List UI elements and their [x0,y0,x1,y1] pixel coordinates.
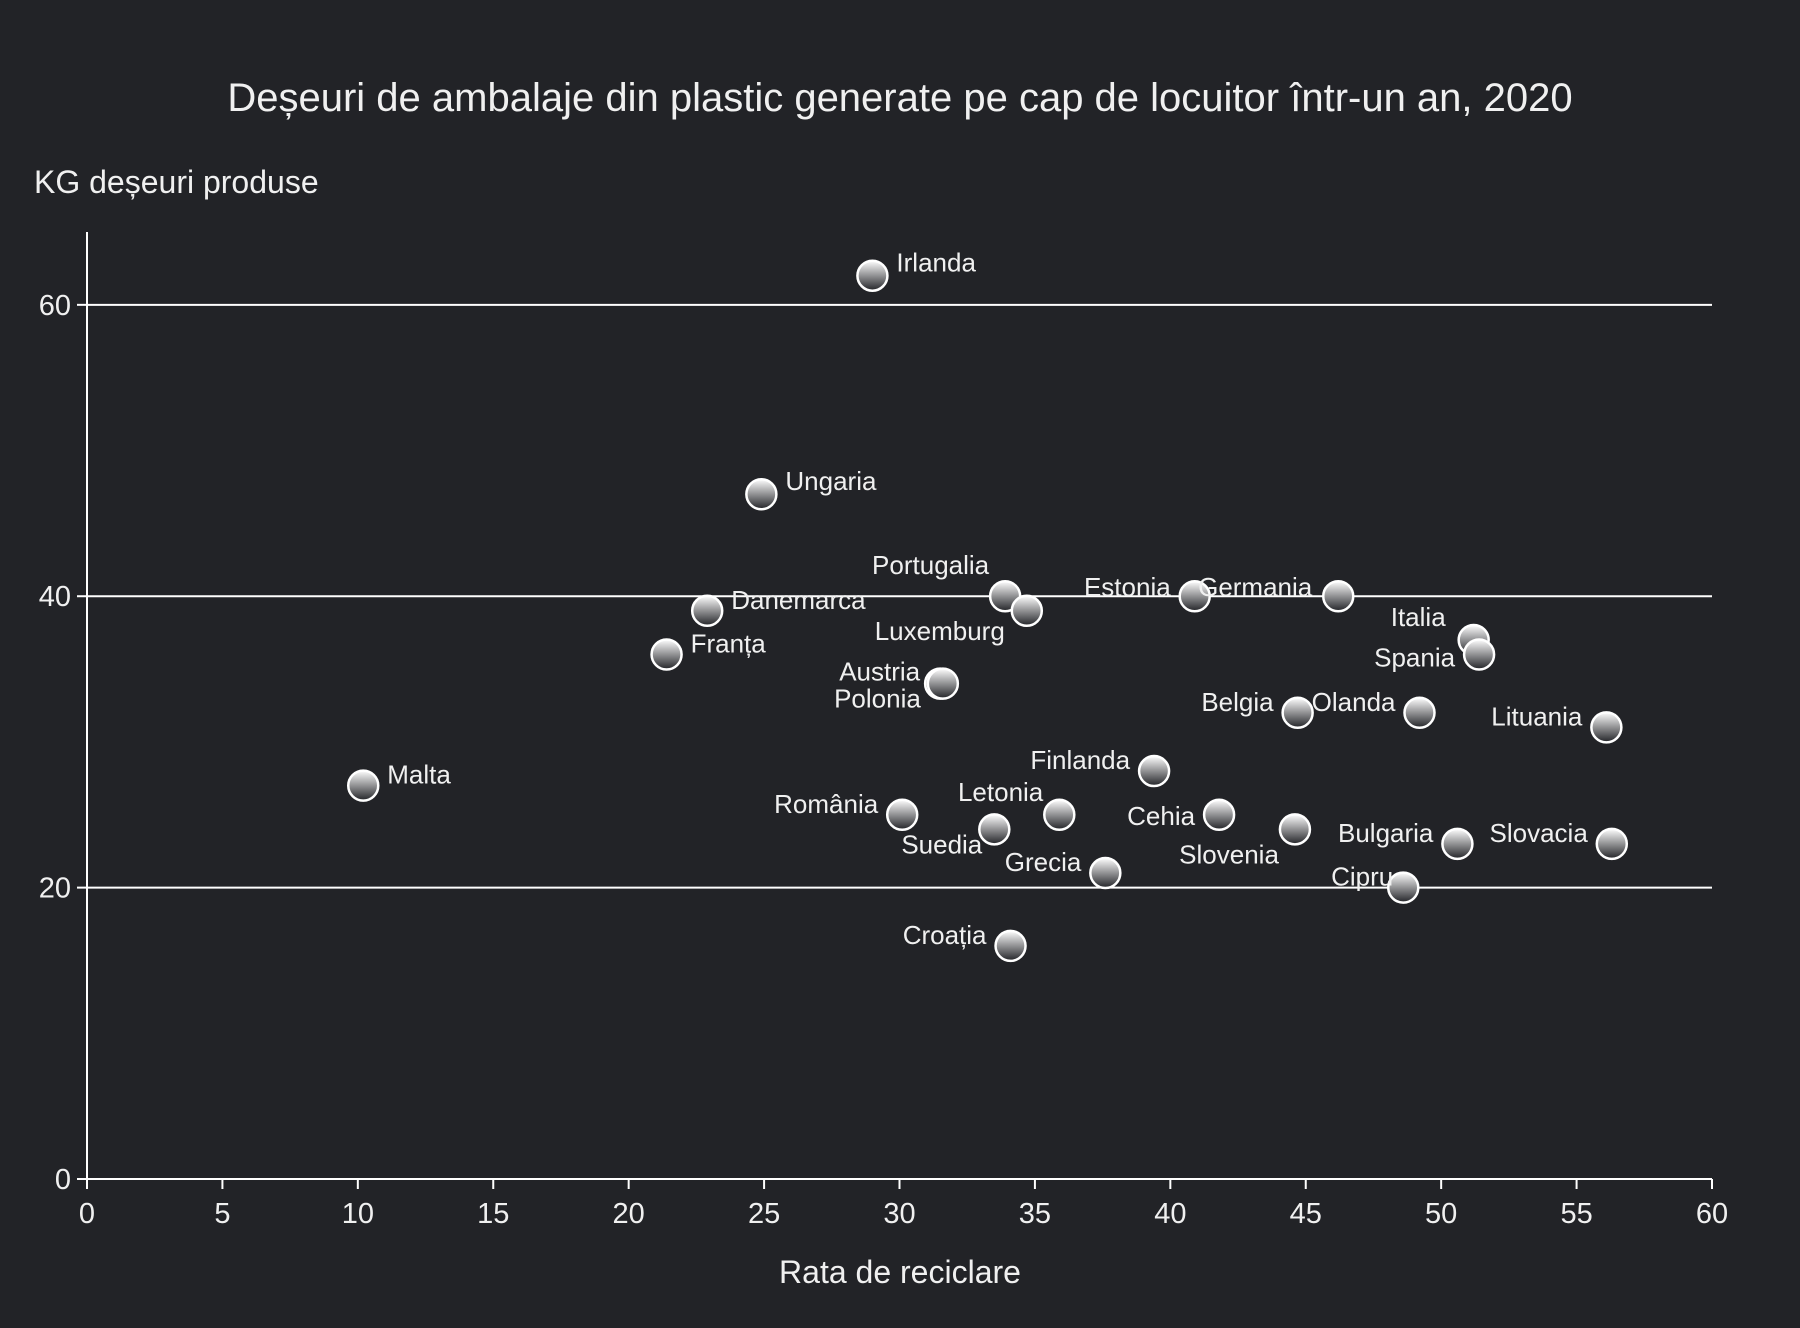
point-label: Slovacia [1490,818,1589,848]
point-label: Danemarca [731,585,866,615]
point-label: Lituania [1491,701,1583,731]
data-point [1278,813,1312,846]
point-label: Irlanda [896,248,976,278]
data-point [1590,711,1623,744]
y-tick-label: 40 [39,581,71,613]
y-tick-label: 0 [55,1164,71,1196]
x-tick-label: 5 [214,1198,230,1230]
data-point [1137,754,1171,788]
point-label: Estonia [1084,572,1171,602]
data-point [1595,827,1629,861]
y-axis-title: KG deșeuri produse [34,164,319,200]
x-axis-title: Rata de reciclare [779,1254,1021,1290]
point-labels: Irlanda Ungaria Portugalia Luxemburg Danemar… [387,248,1588,950]
data-point [745,477,778,511]
point-label: Croația [903,920,987,950]
chart-title: Deșeuri de ambalaje din plastic generate… [227,76,1572,120]
data-point [1089,856,1122,890]
data-point [926,667,960,700]
point-label: Germania [1198,572,1313,602]
point-label: Grecia [1005,847,1082,877]
point-label: Austria [839,657,920,687]
data-point [1441,827,1474,861]
data-point [1010,594,1044,628]
point-label: Cehia [1127,801,1195,831]
y-tick-label: 60 [39,290,71,322]
point-label: Letonia [958,777,1044,807]
point-label: Malta [387,760,451,790]
data-point [1202,798,1236,832]
point-label: Franța [691,629,767,659]
data-point [1322,579,1355,613]
point-label: Suedia [901,829,982,859]
tick-labels: 0 20 40 60 0 5 10 15 20 25 30 35 40 45 50 55 60 [39,290,1728,1230]
data-point [1043,798,1076,832]
point-label: Portugalia [872,550,990,580]
x-tick-label: 25 [748,1198,780,1230]
data-point [1178,579,1211,613]
x-tick-label: 40 [1154,1198,1186,1230]
point-label: Slovenia [1179,839,1279,869]
data-point [347,769,380,802]
x-tick-label: 10 [342,1198,374,1230]
data-point [1403,696,1436,730]
data-point [650,638,683,671]
x-tick-label: 35 [1019,1198,1051,1230]
x-tick-label: 55 [1560,1198,1592,1230]
data-point [856,259,889,292]
data-point [885,798,919,832]
data-point [690,594,724,628]
point-label: România [774,789,879,819]
point-label: Olanda [1312,687,1396,717]
point-label: Ungaria [785,466,877,496]
point-label: Spania [1374,643,1455,673]
point-label: Finlanda [1030,745,1130,775]
x-tick-label: 0 [79,1198,95,1230]
point-label: Bulgaria [1338,818,1434,848]
x-tick-label: 15 [477,1198,509,1230]
data-point [1462,638,1496,671]
point-label: Polonia [834,684,921,714]
data-point [1387,871,1420,904]
point-label: Cipru [1331,862,1393,892]
data-points [347,259,1629,963]
point-label: Italia [1391,602,1446,632]
x-tick-label: 45 [1290,1198,1322,1230]
x-tick-label: 60 [1696,1198,1728,1230]
x-tick-label: 30 [883,1198,915,1230]
y-tick-label: 20 [39,873,71,905]
data-point [1281,696,1314,730]
point-label: Luxemburg [875,616,1005,646]
point-label: Belgia [1201,687,1274,717]
x-tick-label: 20 [613,1198,645,1230]
data-point [978,813,1011,846]
data-point [994,929,1027,963]
gridlines [87,303,1712,889]
x-tick-label: 50 [1425,1198,1457,1230]
